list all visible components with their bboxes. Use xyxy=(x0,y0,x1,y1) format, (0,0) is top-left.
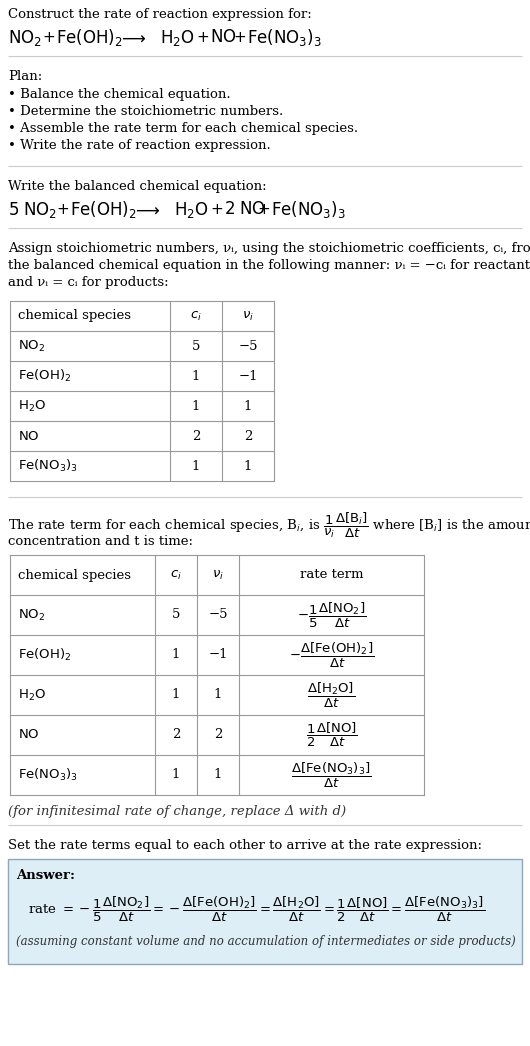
Text: chemical species: chemical species xyxy=(18,310,131,322)
Text: (assuming constant volume and no accumulation of intermediates or side products): (assuming constant volume and no accumul… xyxy=(16,935,516,948)
Text: 1: 1 xyxy=(172,688,180,702)
Text: $\mathrm{Fe(NO_3)_3}$: $\mathrm{Fe(NO_3)_3}$ xyxy=(247,27,322,48)
Text: rate term: rate term xyxy=(300,568,363,582)
Text: Construct the rate of reaction expression for:: Construct the rate of reaction expressio… xyxy=(8,8,312,21)
Text: $-\dfrac{1}{5}\dfrac{\Delta[\mathrm{NO_2}]}{\Delta t}$: $-\dfrac{1}{5}\dfrac{\Delta[\mathrm{NO_2… xyxy=(297,600,366,630)
Text: $\nu_i$: $\nu_i$ xyxy=(212,568,224,582)
Text: 2: 2 xyxy=(192,430,200,442)
Text: and νᵢ = cᵢ for products:: and νᵢ = cᵢ for products: xyxy=(8,276,169,289)
Text: $\mathrm{NO_2}$: $\mathrm{NO_2}$ xyxy=(18,608,46,622)
Text: $-\dfrac{\Delta[\mathrm{Fe(OH)_2}]}{\Delta t}$: $-\dfrac{\Delta[\mathrm{Fe(OH)_2}]}{\Del… xyxy=(289,640,374,669)
Text: $\mathrm{NO}$: $\mathrm{NO}$ xyxy=(210,29,236,46)
Text: • Determine the stoichiometric numbers.: • Determine the stoichiometric numbers. xyxy=(8,105,283,118)
Text: 1: 1 xyxy=(214,688,222,702)
Text: (for infinitesimal rate of change, replace Δ with d): (for infinitesimal rate of change, repla… xyxy=(8,805,346,818)
Text: 1: 1 xyxy=(172,769,180,781)
Text: $\longrightarrow$: $\longrightarrow$ xyxy=(118,29,146,46)
Text: $\mathrm{Fe(OH)_2}$: $\mathrm{Fe(OH)_2}$ xyxy=(18,368,72,384)
Text: rate $= -\dfrac{1}{5}\dfrac{\Delta[\mathrm{NO_2}]}{\Delta t} = -\dfrac{\Delta[\m: rate $= -\dfrac{1}{5}\dfrac{\Delta[\math… xyxy=(28,894,485,924)
Text: $\dfrac{1}{2}\dfrac{\Delta[\mathrm{NO}]}{\Delta t}$: $\dfrac{1}{2}\dfrac{\Delta[\mathrm{NO}]}… xyxy=(306,721,357,749)
Text: Plan:: Plan: xyxy=(8,70,42,83)
Text: −5: −5 xyxy=(208,609,228,621)
Text: $\mathrm{Fe(NO_3)_3}$: $\mathrm{Fe(NO_3)_3}$ xyxy=(271,200,346,221)
Text: −1: −1 xyxy=(238,369,258,383)
Text: $\mathrm{NO}$: $\mathrm{NO}$ xyxy=(18,430,40,442)
Text: 1: 1 xyxy=(192,459,200,473)
Text: • Write the rate of reaction expression.: • Write the rate of reaction expression. xyxy=(8,139,271,152)
Text: 5: 5 xyxy=(192,340,200,353)
Text: $\mathrm{H_2O}$: $\mathrm{H_2O}$ xyxy=(160,28,195,48)
Text: Assign stoichiometric numbers, νᵢ, using the stoichiometric coefficients, cᵢ, fr: Assign stoichiometric numbers, νᵢ, using… xyxy=(8,242,530,255)
Text: 1: 1 xyxy=(192,369,200,383)
Text: $\mathrm{H_2O}$: $\mathrm{H_2O}$ xyxy=(18,399,46,413)
Text: $+$: $+$ xyxy=(56,203,69,217)
Text: $5\;\mathrm{NO_2}$: $5\;\mathrm{NO_2}$ xyxy=(8,200,57,220)
Text: the balanced chemical equation in the following manner: νᵢ = −cᵢ for reactants: the balanced chemical equation in the fo… xyxy=(8,259,530,272)
Text: 1: 1 xyxy=(172,649,180,661)
Text: $+$: $+$ xyxy=(42,31,55,45)
Text: 1: 1 xyxy=(192,400,200,412)
Text: $\mathrm{Fe(OH)_2}$: $\mathrm{Fe(OH)_2}$ xyxy=(18,646,72,663)
Text: −1: −1 xyxy=(208,649,228,661)
Text: $\mathrm{NO_2}$: $\mathrm{NO_2}$ xyxy=(8,28,42,48)
Text: $\mathrm{NO}$: $\mathrm{NO}$ xyxy=(18,728,40,742)
Text: The rate term for each chemical species, B$_i$, is $\dfrac{1}{\nu_i}\dfrac{\Delt: The rate term for each chemical species,… xyxy=(8,511,530,541)
Text: concentration and t is time:: concentration and t is time: xyxy=(8,535,193,548)
Text: 2: 2 xyxy=(214,728,222,742)
Text: $\dfrac{\Delta[\mathrm{Fe(NO_3)_3}]}{\Delta t}$: $\dfrac{\Delta[\mathrm{Fe(NO_3)_3}]}{\De… xyxy=(291,760,372,790)
Text: $\longrightarrow$: $\longrightarrow$ xyxy=(132,202,160,219)
Text: $\mathrm{NO_2}$: $\mathrm{NO_2}$ xyxy=(18,339,46,354)
Text: Write the balanced chemical equation:: Write the balanced chemical equation: xyxy=(8,180,267,194)
Text: 2: 2 xyxy=(172,728,180,742)
Text: −5: −5 xyxy=(238,340,258,353)
Text: $\mathrm{H_2O}$: $\mathrm{H_2O}$ xyxy=(174,200,209,220)
Text: 1: 1 xyxy=(244,459,252,473)
Text: $c_i$: $c_i$ xyxy=(190,310,202,322)
Text: $\mathrm{Fe(OH)_2}$: $\mathrm{Fe(OH)_2}$ xyxy=(70,200,137,221)
Text: Set the rate terms equal to each other to arrive at the rate expression:: Set the rate terms equal to each other t… xyxy=(8,839,482,852)
Text: 2: 2 xyxy=(244,430,252,442)
Text: Answer:: Answer: xyxy=(16,869,75,882)
Text: 5: 5 xyxy=(172,609,180,621)
Text: $\mathrm{Fe(NO_3)_3}$: $\mathrm{Fe(NO_3)_3}$ xyxy=(18,458,78,474)
Text: $\mathrm{H_2O}$: $\mathrm{H_2O}$ xyxy=(18,687,46,703)
Text: $\dfrac{\Delta[\mathrm{H_2O}]}{\Delta t}$: $\dfrac{\Delta[\mathrm{H_2O}]}{\Delta t}… xyxy=(307,680,356,709)
Text: • Assemble the rate term for each chemical species.: • Assemble the rate term for each chemic… xyxy=(8,122,358,135)
Text: $+$: $+$ xyxy=(233,31,246,45)
Text: $+$: $+$ xyxy=(210,203,223,217)
Text: 1: 1 xyxy=(214,769,222,781)
Text: chemical species: chemical species xyxy=(18,568,131,582)
FancyBboxPatch shape xyxy=(8,859,522,964)
Text: $\mathrm{Fe(OH)_2}$: $\mathrm{Fe(OH)_2}$ xyxy=(56,27,123,48)
Text: $2\;\mathrm{NO}$: $2\;\mathrm{NO}$ xyxy=(224,202,266,219)
Text: • Balance the chemical equation.: • Balance the chemical equation. xyxy=(8,88,231,101)
Text: 1: 1 xyxy=(244,400,252,412)
Text: $+$: $+$ xyxy=(257,203,270,217)
Text: $c_i$: $c_i$ xyxy=(170,568,182,582)
Text: $\nu_i$: $\nu_i$ xyxy=(242,310,254,322)
Text: $+$: $+$ xyxy=(196,31,209,45)
Text: $\mathrm{Fe(NO_3)_3}$: $\mathrm{Fe(NO_3)_3}$ xyxy=(18,767,78,783)
